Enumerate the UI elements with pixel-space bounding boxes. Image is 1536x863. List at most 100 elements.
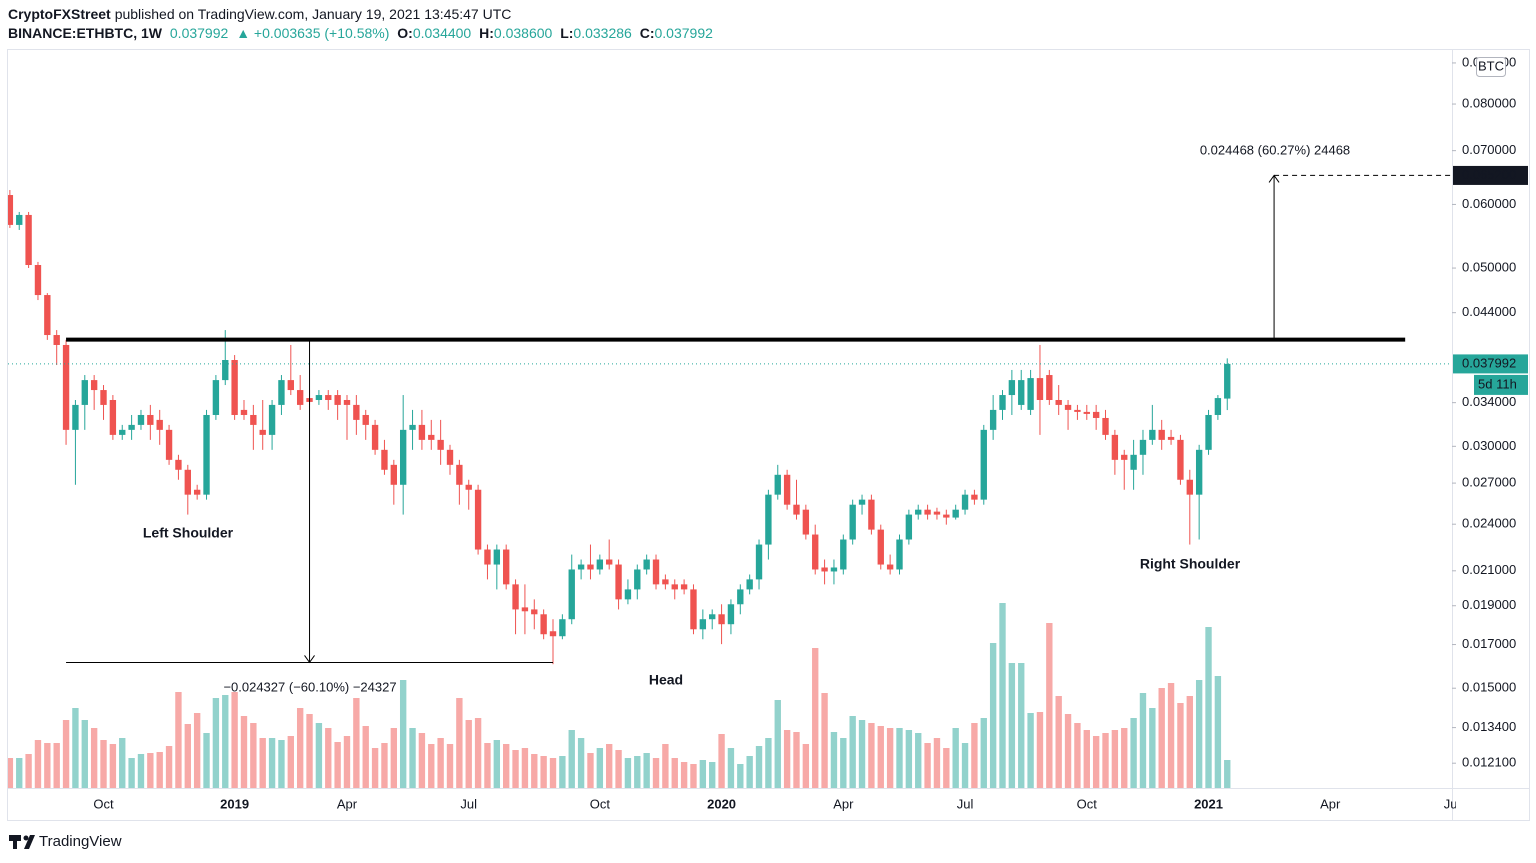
right-shoulder-label: Right Shoulder bbox=[1140, 556, 1241, 572]
candle-body bbox=[1130, 454, 1137, 470]
candle-body bbox=[399, 429, 407, 485]
volume-bar bbox=[624, 758, 632, 788]
candle-body bbox=[446, 449, 454, 465]
x-tick-label: Apr bbox=[833, 796, 854, 811]
y-tick-label: 0.030000 bbox=[1462, 438, 1516, 453]
currency-badge bbox=[1476, 57, 1506, 77]
volume-bar bbox=[165, 746, 173, 788]
candle-body bbox=[531, 609, 538, 615]
logo[interactable]: TradingView bbox=[9, 833, 122, 850]
volume-bar bbox=[877, 726, 884, 788]
volume-bar bbox=[765, 738, 772, 788]
candle-body bbox=[203, 414, 210, 495]
symbol[interactable]: BINANCE:ETHBTC, 1W bbox=[8, 25, 162, 41]
candle-body bbox=[568, 569, 575, 620]
volume-bar bbox=[437, 738, 444, 788]
volume-bar bbox=[905, 730, 913, 788]
l-label: L: bbox=[560, 25, 574, 41]
candle-body bbox=[943, 514, 950, 518]
candle-body bbox=[184, 469, 191, 495]
candle-body bbox=[755, 544, 763, 580]
volume-bar bbox=[924, 743, 931, 788]
volume-bar bbox=[81, 720, 88, 788]
volume-bar bbox=[840, 738, 847, 788]
x-tick-label: Jul bbox=[460, 796, 477, 811]
candle-body bbox=[503, 549, 510, 585]
volume-bar bbox=[1092, 736, 1100, 788]
volume-bar bbox=[727, 748, 735, 788]
candle-body bbox=[353, 404, 360, 420]
candle-body bbox=[793, 504, 800, 515]
volume-bar bbox=[1205, 627, 1212, 788]
candle-body bbox=[287, 380, 294, 391]
o-value: 0.034400 bbox=[412, 25, 472, 41]
volume-bar bbox=[306, 714, 313, 788]
c-value: 0.037992 bbox=[654, 25, 713, 41]
candle-body bbox=[905, 514, 913, 540]
last-price-text: 0.037992 bbox=[1462, 355, 1516, 370]
candle-body bbox=[596, 559, 604, 570]
candle-body bbox=[156, 419, 163, 430]
volume-bar bbox=[222, 695, 229, 788]
candle-body bbox=[381, 449, 388, 470]
candle-body bbox=[1064, 404, 1072, 410]
volume-bar bbox=[680, 762, 688, 788]
volume-bar bbox=[540, 756, 547, 788]
volume-bar bbox=[1139, 693, 1147, 788]
x-tick-label: Jul bbox=[1444, 796, 1461, 811]
candle-body bbox=[231, 360, 238, 415]
candle-body bbox=[989, 409, 997, 430]
volume-bar bbox=[8, 758, 14, 788]
candle-body bbox=[980, 429, 987, 500]
candle-body bbox=[606, 559, 613, 565]
volume-bar bbox=[1055, 696, 1062, 788]
candle-body bbox=[1046, 375, 1053, 400]
volume-bar bbox=[184, 724, 191, 788]
volume-bar bbox=[746, 756, 753, 788]
volume-bar bbox=[1130, 718, 1137, 788]
volume-bar bbox=[428, 744, 435, 788]
volume-bar bbox=[971, 723, 978, 788]
volume-bar bbox=[175, 692, 182, 788]
volume-bar bbox=[559, 756, 566, 788]
candle-body bbox=[727, 604, 735, 625]
candle-body bbox=[699, 619, 707, 630]
candle-body bbox=[147, 414, 154, 425]
volume-bar bbox=[587, 753, 594, 788]
volume-bar bbox=[203, 733, 210, 788]
x-tick-label: Oct bbox=[93, 796, 114, 811]
candle-body bbox=[1158, 429, 1165, 440]
volume-bar bbox=[943, 748, 950, 788]
x-tick-label: Apr bbox=[337, 796, 358, 811]
left-shoulder-label: Left Shoulder bbox=[143, 525, 234, 541]
volume-bar bbox=[1036, 712, 1044, 788]
volume-bar bbox=[193, 713, 201, 788]
candle-body bbox=[428, 434, 435, 440]
change: ▲ +0.003635 (+10.58%) bbox=[236, 25, 390, 41]
volume-bar bbox=[1224, 760, 1231, 788]
volume-bar bbox=[989, 643, 997, 788]
candle-body bbox=[812, 534, 819, 570]
author[interactable]: CryptoFXStreet bbox=[8, 6, 111, 22]
volume-bar bbox=[1186, 696, 1193, 788]
volume-bar bbox=[100, 740, 107, 788]
volume-bar bbox=[1027, 713, 1034, 788]
candle-body bbox=[924, 509, 931, 515]
volume-bar bbox=[278, 740, 285, 788]
candle-body bbox=[362, 414, 369, 425]
candle-body bbox=[1195, 449, 1203, 495]
candle-body bbox=[999, 395, 1006, 410]
volume-bar bbox=[465, 720, 472, 788]
frame bbox=[7, 49, 1530, 821]
candle-body bbox=[34, 265, 42, 296]
candle-body bbox=[315, 395, 323, 400]
volume-bar bbox=[793, 732, 800, 788]
volume-bar bbox=[456, 698, 463, 788]
candle-body bbox=[746, 579, 753, 590]
volume-bar bbox=[503, 744, 510, 788]
volume-bar bbox=[1167, 683, 1175, 788]
countdown: 5d 11h bbox=[1478, 376, 1517, 391]
volume-bar bbox=[952, 728, 959, 788]
x-tick-label: Oct bbox=[590, 796, 611, 811]
